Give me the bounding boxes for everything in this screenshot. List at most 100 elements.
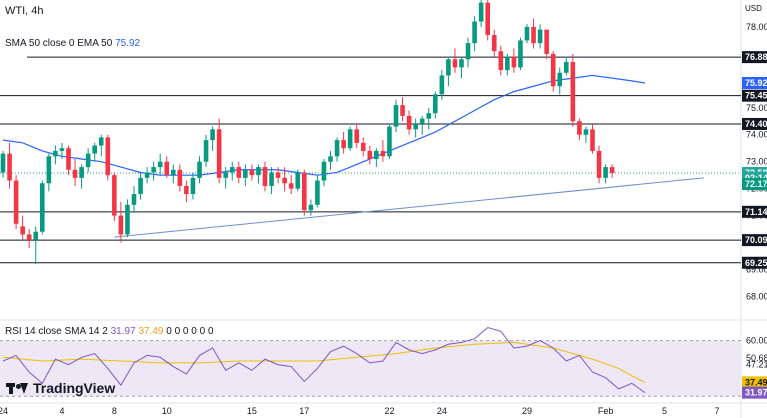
candle (590, 129, 595, 151)
price-tag-bg (742, 89, 767, 102)
candle (570, 61, 576, 122)
candle (354, 129, 359, 143)
candle (223, 172, 228, 178)
price-tag: 70.09 (745, 235, 767, 245)
candle (131, 194, 137, 205)
candle (498, 51, 504, 71)
candle (269, 172, 274, 186)
price-tag-bg (742, 117, 767, 130)
time-axis-tick-label: 8 (112, 406, 117, 416)
rsi-axis-tick-label: 47.21 (746, 359, 767, 369)
symbol-title: WTI, 4h (5, 5, 44, 17)
candle (105, 137, 111, 176)
candle (334, 140, 340, 157)
candle (275, 172, 281, 178)
candle (537, 29, 543, 44)
candle (315, 180, 320, 205)
candle (190, 177, 196, 195)
candle (249, 169, 255, 176)
price-axis-tick-label: 74.00 (746, 130, 767, 140)
rsi-tag: 37.49 (745, 377, 767, 387)
candle (478, 2, 484, 22)
candle (302, 172, 307, 211)
candle (439, 75, 445, 95)
time-axis-tick-label: 17 (299, 406, 309, 416)
candle (505, 56, 510, 71)
tradingview-logo-text: TradingView (33, 380, 116, 396)
candle (92, 145, 97, 154)
rsi-tag: 31.97 (745, 388, 767, 398)
candle (518, 40, 523, 68)
rsi-tag-bg (742, 376, 767, 389)
price-tag: 72.17 (745, 179, 767, 189)
candle (144, 172, 150, 178)
time-axis-tick-label: 7 (714, 406, 719, 416)
time-axis-tick-label: 15 (247, 406, 257, 416)
candle (524, 26, 530, 41)
time-axis-tick-label: 24 (437, 406, 447, 416)
candle (564, 61, 569, 73)
candle (262, 167, 268, 186)
candle (229, 167, 235, 173)
candle (20, 226, 25, 235)
candle (380, 150, 386, 157)
candle (79, 167, 84, 178)
candle (400, 105, 405, 116)
price-tag: 75.45 (745, 91, 767, 101)
candle (433, 94, 438, 114)
candle (40, 183, 45, 232)
candle (472, 21, 477, 44)
candle (288, 183, 294, 189)
ma-legend-value: 75.92 (115, 38, 141, 49)
candle (603, 167, 608, 178)
price-tag: 74.40 (745, 119, 767, 129)
candle (550, 53, 556, 87)
candle (583, 129, 589, 135)
candle (177, 169, 183, 186)
candle (459, 59, 464, 68)
candle (151, 167, 156, 173)
candle (544, 29, 549, 54)
candle (216, 129, 222, 178)
price-axis-tick-label: 78.00 (746, 22, 767, 32)
price-tag-bg (742, 205, 767, 218)
candle (243, 169, 248, 178)
candle (157, 161, 163, 168)
candle (46, 156, 52, 184)
candle (66, 148, 71, 170)
price-tag: 71.14 (745, 207, 767, 217)
candle (164, 161, 170, 176)
candle (341, 140, 346, 149)
currency-label: USD (745, 4, 762, 13)
candle (171, 169, 176, 176)
candle (7, 153, 12, 181)
candle (387, 126, 392, 157)
candle (85, 153, 91, 168)
price-tag-bg (742, 234, 767, 247)
price-axis-tick-label: 73.00 (746, 157, 767, 167)
candle (138, 177, 143, 195)
time-axis-tick-label: 4 (59, 406, 64, 416)
rsi-legend[interactable]: RSI 14 close SMA 14 2 31.97 37.49 0 0 0 … (5, 326, 214, 337)
candle (596, 150, 602, 178)
candle (72, 169, 78, 178)
candle (557, 72, 563, 87)
candle (13, 180, 19, 224)
price-axis-tick-label: 75.00 (746, 103, 767, 113)
price-tag: 02:14 (745, 173, 767, 183)
candle (374, 150, 379, 159)
ma-legend-label: SMA 50 close 0 EMA 50 (5, 38, 113, 49)
ma-legend[interactable]: SMA 50 close 0 EMA 50 75.92 (5, 38, 140, 49)
candle (393, 105, 399, 127)
candle (328, 156, 333, 162)
price-tag: 76.88 (745, 52, 767, 62)
candle (321, 161, 327, 181)
symbol-label: WTI, 4h (5, 5, 44, 17)
candle (295, 172, 301, 189)
sma-50-line (2, 74, 645, 176)
tradingview-logo-icon (6, 381, 28, 395)
rsi-legend-label: RSI 14 close SMA 14 2 (5, 326, 108, 337)
tradingview-logo[interactable]: TradingView (6, 380, 115, 396)
time-axis-tick-label: 5 (662, 406, 667, 416)
